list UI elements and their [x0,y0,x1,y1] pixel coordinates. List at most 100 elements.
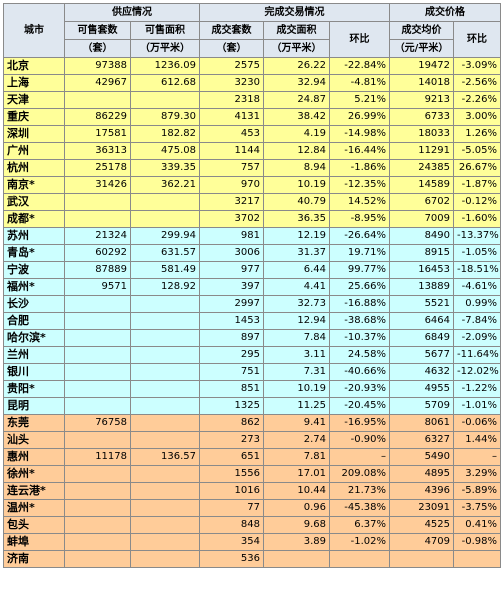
table-row: 贵阳* 851 10.19 -20.93% 4955 -1.22% [3,380,502,398]
deal-units-cell: 397 [199,278,264,296]
deal-change-cell: 26.99% [328,108,391,126]
avail-area-cell [130,431,200,449]
city-name-cell: 东莞 [3,414,65,432]
avail-units-cell [64,210,131,228]
avg-price-cell: 16453 [389,261,455,279]
avg-price-cell: 4525 [389,516,455,534]
avg-price-cell: 24385 [389,159,455,177]
avail-units-cell [64,499,131,517]
avg-price-cell: 4955 [389,380,455,398]
city-name-cell: 合肥 [3,312,65,330]
deal-area-cell: 12.19 [263,227,330,245]
price-change-cell: -1.22% [453,380,502,398]
deal-change-cell: -40.66% [328,363,391,381]
avail-units-cell [64,533,131,551]
table-row: 苏州 21324 299.94 981 12.19 -26.64% 8490 -13.37% [3,227,502,245]
deal-units-cell: 354 [199,533,264,551]
avail-units-cell [64,516,131,534]
price-change-cell: -12.02% [453,363,502,381]
price-change-cell: -0.12% [453,193,502,211]
table-body: 北京 97388 1236.09 2575 26.22 -22.84% 19472 -3.09… [3,57,502,568]
table-row: 兰州 295 3.11 24.58% 5677 -11.64% [3,346,502,364]
city-name-cell: 兰州 [3,346,65,364]
table-row: 温州* 77 0.96 -45.38% 23091 -3.75% [3,499,502,517]
table-row: 青岛* 60292 631.57 3006 31.37 19.71% 8915 -1.05% [3,244,502,262]
deal-change-cell: -12.35% [328,176,391,194]
deal-change-cell [328,550,391,568]
table-row: 汕头 273 2.74 -0.90% 6327 1.44% [3,431,502,449]
city-name-cell: 天津 [3,91,65,109]
city-name-cell: 重庆 [3,108,65,126]
city-name-cell: 贵阳* [3,380,65,398]
avg-price-cell: 4895 [389,465,455,483]
price-change-cell: 26.67% [453,159,502,177]
header-avg-price: 成交均价 [389,21,455,40]
city-name-cell: 上海 [3,74,65,92]
avg-price-cell [389,550,455,568]
avail-area-cell [130,516,200,534]
avail-area-cell [130,346,200,364]
deal-area-cell: 12.84 [263,142,330,160]
deal-change-cell: -10.37% [328,329,391,347]
deal-units-cell: 1556 [199,465,264,483]
city-name-cell: 广州 [3,142,65,160]
avail-area-cell: 339.35 [130,159,200,177]
city-name-cell: 昆明 [3,397,65,415]
price-change-cell: 0.41% [453,516,502,534]
avail-area-cell [130,482,200,500]
header-unit-avail-units: （套） [64,39,131,58]
table-row: 广州 36313 475.08 1144 12.84 -16.44% 11291 -5.05% [3,142,502,160]
avail-area-cell: 475.08 [130,142,200,160]
header-deal-units: 成交套数 [199,21,264,40]
deal-area-cell: 10.19 [263,380,330,398]
deal-area-cell: 26.22 [263,57,330,75]
deal-units-cell: 536 [199,550,264,568]
header-unit-avg-price: （元/平米） [389,39,455,58]
city-name-cell: 成都* [3,210,65,228]
price-change-cell: -0.06% [453,414,502,432]
deal-units-cell: 3230 [199,74,264,92]
city-name-cell: 徐州* [3,465,65,483]
avail-units-cell: 42967 [64,74,131,92]
deal-change-cell: -4.81% [328,74,391,92]
avg-price-cell: 6327 [389,431,455,449]
avg-price-cell: 6733 [389,108,455,126]
deal-change-cell: -1.02% [328,533,391,551]
table-row: 济南 536 [3,550,502,568]
table-row: 徐州* 1556 17.01 209.08% 4895 3.29% [3,465,502,483]
avail-units-cell: 17581 [64,125,131,143]
deal-area-cell: 12.94 [263,312,330,330]
deal-area-cell: 4.41 [263,278,330,296]
avg-price-cell: 9213 [389,91,455,109]
avail-units-cell: 86229 [64,108,131,126]
table-row: 蚌埠 354 3.89 -1.02% 4709 -0.98% [3,533,502,551]
city-name-cell: 惠州 [3,448,65,466]
avail-units-cell: 31426 [64,176,131,194]
avg-price-cell: 4396 [389,482,455,500]
avail-area-cell [130,465,200,483]
avg-price-cell: 6849 [389,329,455,347]
price-change-cell: 0.99% [453,295,502,313]
deal-units-cell: 273 [199,431,264,449]
deal-area-cell: 3.89 [263,533,330,551]
table-row: 福州* 9571 128.92 397 4.41 25.66% 13889 -4.61% [3,278,502,296]
deal-units-cell: 4131 [199,108,264,126]
avail-area-cell: 182.82 [130,125,200,143]
deal-change-cell: -0.90% [328,431,391,449]
avail-area-cell [130,380,200,398]
deal-change-cell: -20.93% [328,380,391,398]
city-name-cell: 青岛* [3,244,65,262]
price-change-cell: -13.37% [453,227,502,245]
avail-area-cell [130,550,200,568]
table-row: 合肥 1453 12.94 -38.68% 6464 -7.84% [3,312,502,330]
table-row: 天津 2318 24.87 5.21% 9213 -2.26% [3,91,502,109]
avail-area-cell: 136.57 [130,448,200,466]
city-name-cell: 宁波 [3,261,65,279]
avg-price-cell: 5521 [389,295,455,313]
price-change-cell: 1.44% [453,431,502,449]
avail-area-cell [130,91,200,109]
table-row: 武汉 3217 40.79 14.52% 6702 -0.12% [3,193,502,211]
avg-price-cell: 18033 [389,125,455,143]
city-name-cell: 温州* [3,499,65,517]
table-row: 长沙 2997 32.73 -16.88% 5521 0.99% [3,295,502,313]
